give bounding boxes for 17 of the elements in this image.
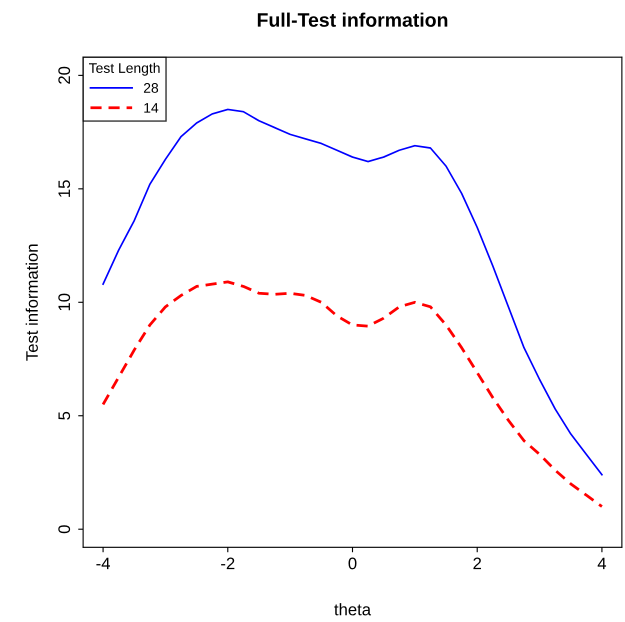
y-axis-title: Test information bbox=[26, 244, 38, 361]
line-series bbox=[102, 280, 604, 508]
x-axis-title: theta bbox=[334, 603, 372, 616]
x-tick-label: -2 bbox=[221, 558, 234, 570]
y-tick-label: 0 bbox=[58, 525, 70, 534]
legend-label: 14 bbox=[144, 103, 158, 113]
x-tick-label: 2 bbox=[473, 558, 482, 570]
legend-title: Test Length bbox=[88, 62, 160, 76]
y-tick-label: 20 bbox=[58, 66, 70, 84]
y-tick-label: 5 bbox=[58, 412, 70, 420]
x-tick-label: 4 bbox=[598, 558, 606, 570]
y-tick-label: 15 bbox=[58, 180, 70, 197]
x-tick-label: -4 bbox=[96, 558, 110, 570]
chart-title: Full-Test information bbox=[258, 12, 448, 27]
legend-label: 28 bbox=[144, 83, 158, 93]
y-tick-label: 10 bbox=[58, 294, 70, 310]
x-tick-label: 0 bbox=[348, 558, 356, 570]
